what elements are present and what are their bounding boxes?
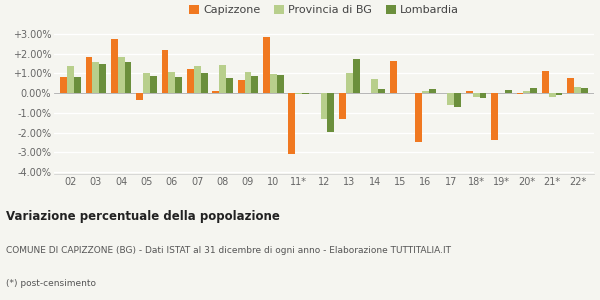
Bar: [270, 74, 277, 93]
Bar: [60, 77, 67, 93]
Bar: [390, 61, 397, 93]
Bar: [295, 93, 302, 94]
Bar: [415, 93, 422, 142]
Bar: [549, 93, 556, 97]
Bar: [567, 78, 574, 93]
Text: (*) post-censimento: (*) post-censimento: [6, 279, 96, 288]
Bar: [143, 73, 150, 93]
Bar: [277, 75, 284, 93]
Bar: [542, 71, 549, 93]
Bar: [194, 66, 200, 93]
Bar: [574, 87, 581, 93]
Bar: [371, 79, 378, 93]
Bar: [251, 76, 258, 93]
Bar: [187, 69, 194, 93]
Bar: [99, 64, 106, 93]
Bar: [346, 73, 353, 93]
Bar: [226, 78, 233, 93]
Bar: [491, 93, 498, 140]
Bar: [175, 77, 182, 93]
Bar: [523, 91, 530, 93]
Bar: [86, 57, 92, 93]
Bar: [339, 93, 346, 119]
Bar: [161, 50, 169, 93]
Bar: [466, 91, 473, 93]
Bar: [581, 88, 588, 93]
Bar: [454, 93, 461, 107]
Bar: [353, 58, 359, 93]
Bar: [238, 80, 245, 93]
Bar: [125, 62, 131, 93]
Bar: [219, 65, 226, 93]
Bar: [328, 93, 334, 132]
Bar: [212, 91, 219, 93]
Bar: [245, 72, 251, 93]
Bar: [302, 93, 309, 94]
Bar: [150, 76, 157, 93]
Bar: [530, 88, 537, 93]
Bar: [118, 57, 125, 93]
Bar: [429, 89, 436, 93]
Bar: [92, 61, 99, 93]
Bar: [505, 90, 512, 93]
Bar: [473, 93, 479, 97]
Text: COMUNE DI CAPIZZONE (BG) - Dati ISTAT al 31 dicembre di ogni anno - Elaborazione: COMUNE DI CAPIZZONE (BG) - Dati ISTAT al…: [6, 246, 451, 255]
Bar: [320, 93, 328, 119]
Bar: [169, 72, 175, 93]
Bar: [479, 93, 487, 98]
Bar: [422, 91, 429, 93]
Bar: [517, 93, 523, 94]
Bar: [136, 93, 143, 100]
Bar: [289, 93, 295, 154]
Bar: [67, 66, 74, 93]
Bar: [111, 39, 118, 93]
Bar: [74, 77, 81, 93]
Bar: [378, 89, 385, 93]
Text: Variazione percentuale della popolazione: Variazione percentuale della popolazione: [6, 210, 280, 223]
Legend: Capizzone, Provincia di BG, Lombardia: Capizzone, Provincia di BG, Lombardia: [189, 5, 459, 15]
Bar: [448, 93, 454, 105]
Bar: [556, 93, 562, 95]
Bar: [263, 37, 270, 93]
Bar: [200, 73, 208, 93]
